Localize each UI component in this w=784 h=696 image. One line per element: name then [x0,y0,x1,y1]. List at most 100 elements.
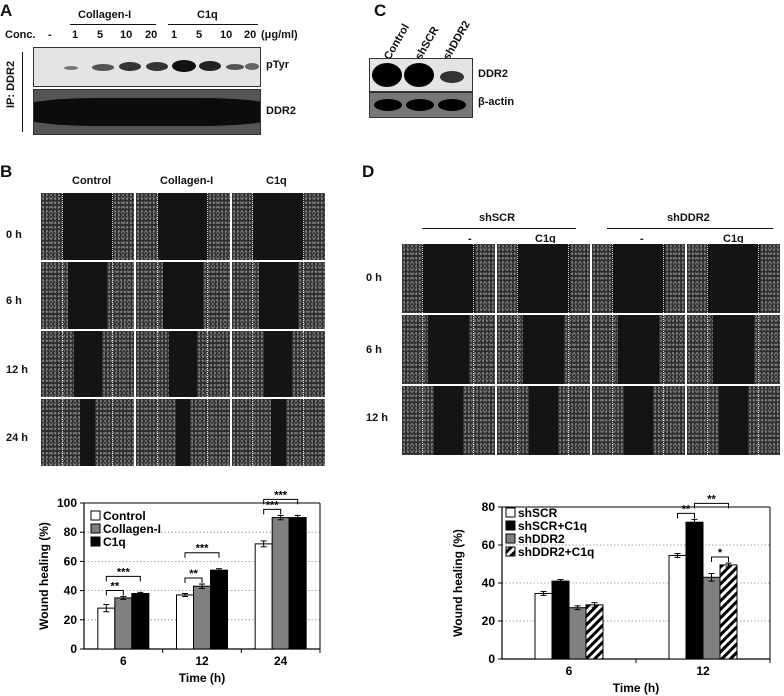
bar [176,594,194,650]
conc-value: 10 [220,29,233,41]
conc-label: Conc. [5,29,36,41]
micrograph-cell [402,244,495,313]
col-label-control: Control [72,175,112,187]
micrograph-cell [497,244,590,313]
group-label-shscr: shSCR [479,212,516,224]
row-label-12h: 12 h [6,364,29,376]
conc-value: 1 [72,29,79,41]
panel-label-a: A [0,1,13,20]
micrograph-cell [41,261,135,329]
x-tick-label: 12 [696,664,710,678]
significance-bracket [105,589,124,596]
lane-label-control: Control [382,22,412,62]
y-tick-label: 0 [70,642,77,656]
significance-label: ** [111,580,120,592]
significance-label: * [718,547,723,559]
x-tick-label: 24 [274,654,288,668]
micrograph-cell [687,315,780,384]
conc-value: 20 [244,29,257,41]
legend-swatch [90,523,101,534]
legend-label: Control [103,509,146,523]
significance-label: *** [274,489,288,501]
bar [585,604,604,660]
y-tick-label: 20 [64,613,78,627]
y-tick-label: 60 [64,554,78,568]
x-tick-label: 12 [195,654,209,668]
legend-label: C1q [103,535,126,549]
ip-bracket [22,52,23,132]
actin-blot [369,92,473,118]
row-label-6h: 6 h [6,295,22,307]
micrograph-cell [402,386,495,455]
subcol-label-3: - [640,233,644,245]
significance-label: ** [189,568,198,580]
micrograph-cell [497,386,590,455]
lane-label-shscr: shSCR [413,24,442,62]
y-tick-label: 60 [482,538,496,552]
bar [114,597,133,650]
micrograph-cell [41,399,135,466]
significance-label: ** [682,503,691,515]
bar [97,607,116,650]
legend-swatch [505,507,516,518]
group-label-collagen: Collagen-I [78,9,132,21]
significance-bracket [105,575,141,582]
bar [551,580,570,660]
conc-value: 20 [145,29,158,41]
panel-label-c: C [374,1,387,20]
bar [193,585,211,650]
ddr2-blot-a [33,89,261,135]
micrograph-cell [402,315,495,384]
y-axis-label: Wound healing (%) [451,529,465,637]
y-axis-label: Wound healing (%) [37,522,51,630]
y-tick-label: 80 [64,525,78,539]
significance-bracket [184,552,220,558]
legend-label: Collagen-I [103,522,161,536]
subcol-label-4: C1q [723,233,744,245]
significance-bracket [711,556,729,563]
significance-label: *** [117,566,131,578]
conc-value: 5 [97,29,104,41]
actin-label: β-actin [478,96,515,108]
micrograph-cell [687,386,780,455]
significance-bracket [184,577,203,584]
group-label-shddr2: shDDR2 [667,212,710,224]
significance-label: ** [707,493,716,505]
ddr2-label-a: DDR2 [266,105,296,117]
micrograph-cell [136,399,230,466]
x-axis-label: Time (h) [613,681,659,695]
x-tick-label: 6 [120,654,127,668]
micrograph-grid-b [40,192,326,467]
y-tick-label: 0 [488,652,495,666]
bar [534,592,553,660]
conc-value: - [48,29,52,41]
group-underline-shscr [422,228,576,229]
legend-swatch [505,533,516,544]
unit-label: (μg/ml) [261,29,298,41]
micrograph-cell [592,244,685,313]
micrograph-cell [136,193,230,260]
significance-label: *** [266,499,280,511]
conc-value: 10 [120,29,133,41]
ptyr-blot [33,47,261,87]
significance-bracket [694,502,729,509]
group-label-c1q: C1q [197,9,218,21]
legend-label: shDDR2+C1q [518,545,594,559]
legend-swatch [90,536,101,547]
y-tick-label: 100 [57,496,77,510]
ptyr-label: pTyr [266,59,290,71]
y-tick-label: 80 [482,500,496,514]
micrograph-cell [41,193,135,260]
group-underline-c1q [168,24,258,25]
legend-label: shSCR+C1q [518,519,587,533]
micrograph-cell [592,315,685,384]
bar [702,576,721,660]
micrograph-cell [136,330,230,398]
row-label-0h: 0 h [6,229,22,241]
group-underline-collagen [70,24,156,25]
bar [288,517,307,650]
micrograph-cell [231,261,325,329]
subcol-label-2: C1q [535,233,556,245]
legend-swatch [90,510,101,521]
